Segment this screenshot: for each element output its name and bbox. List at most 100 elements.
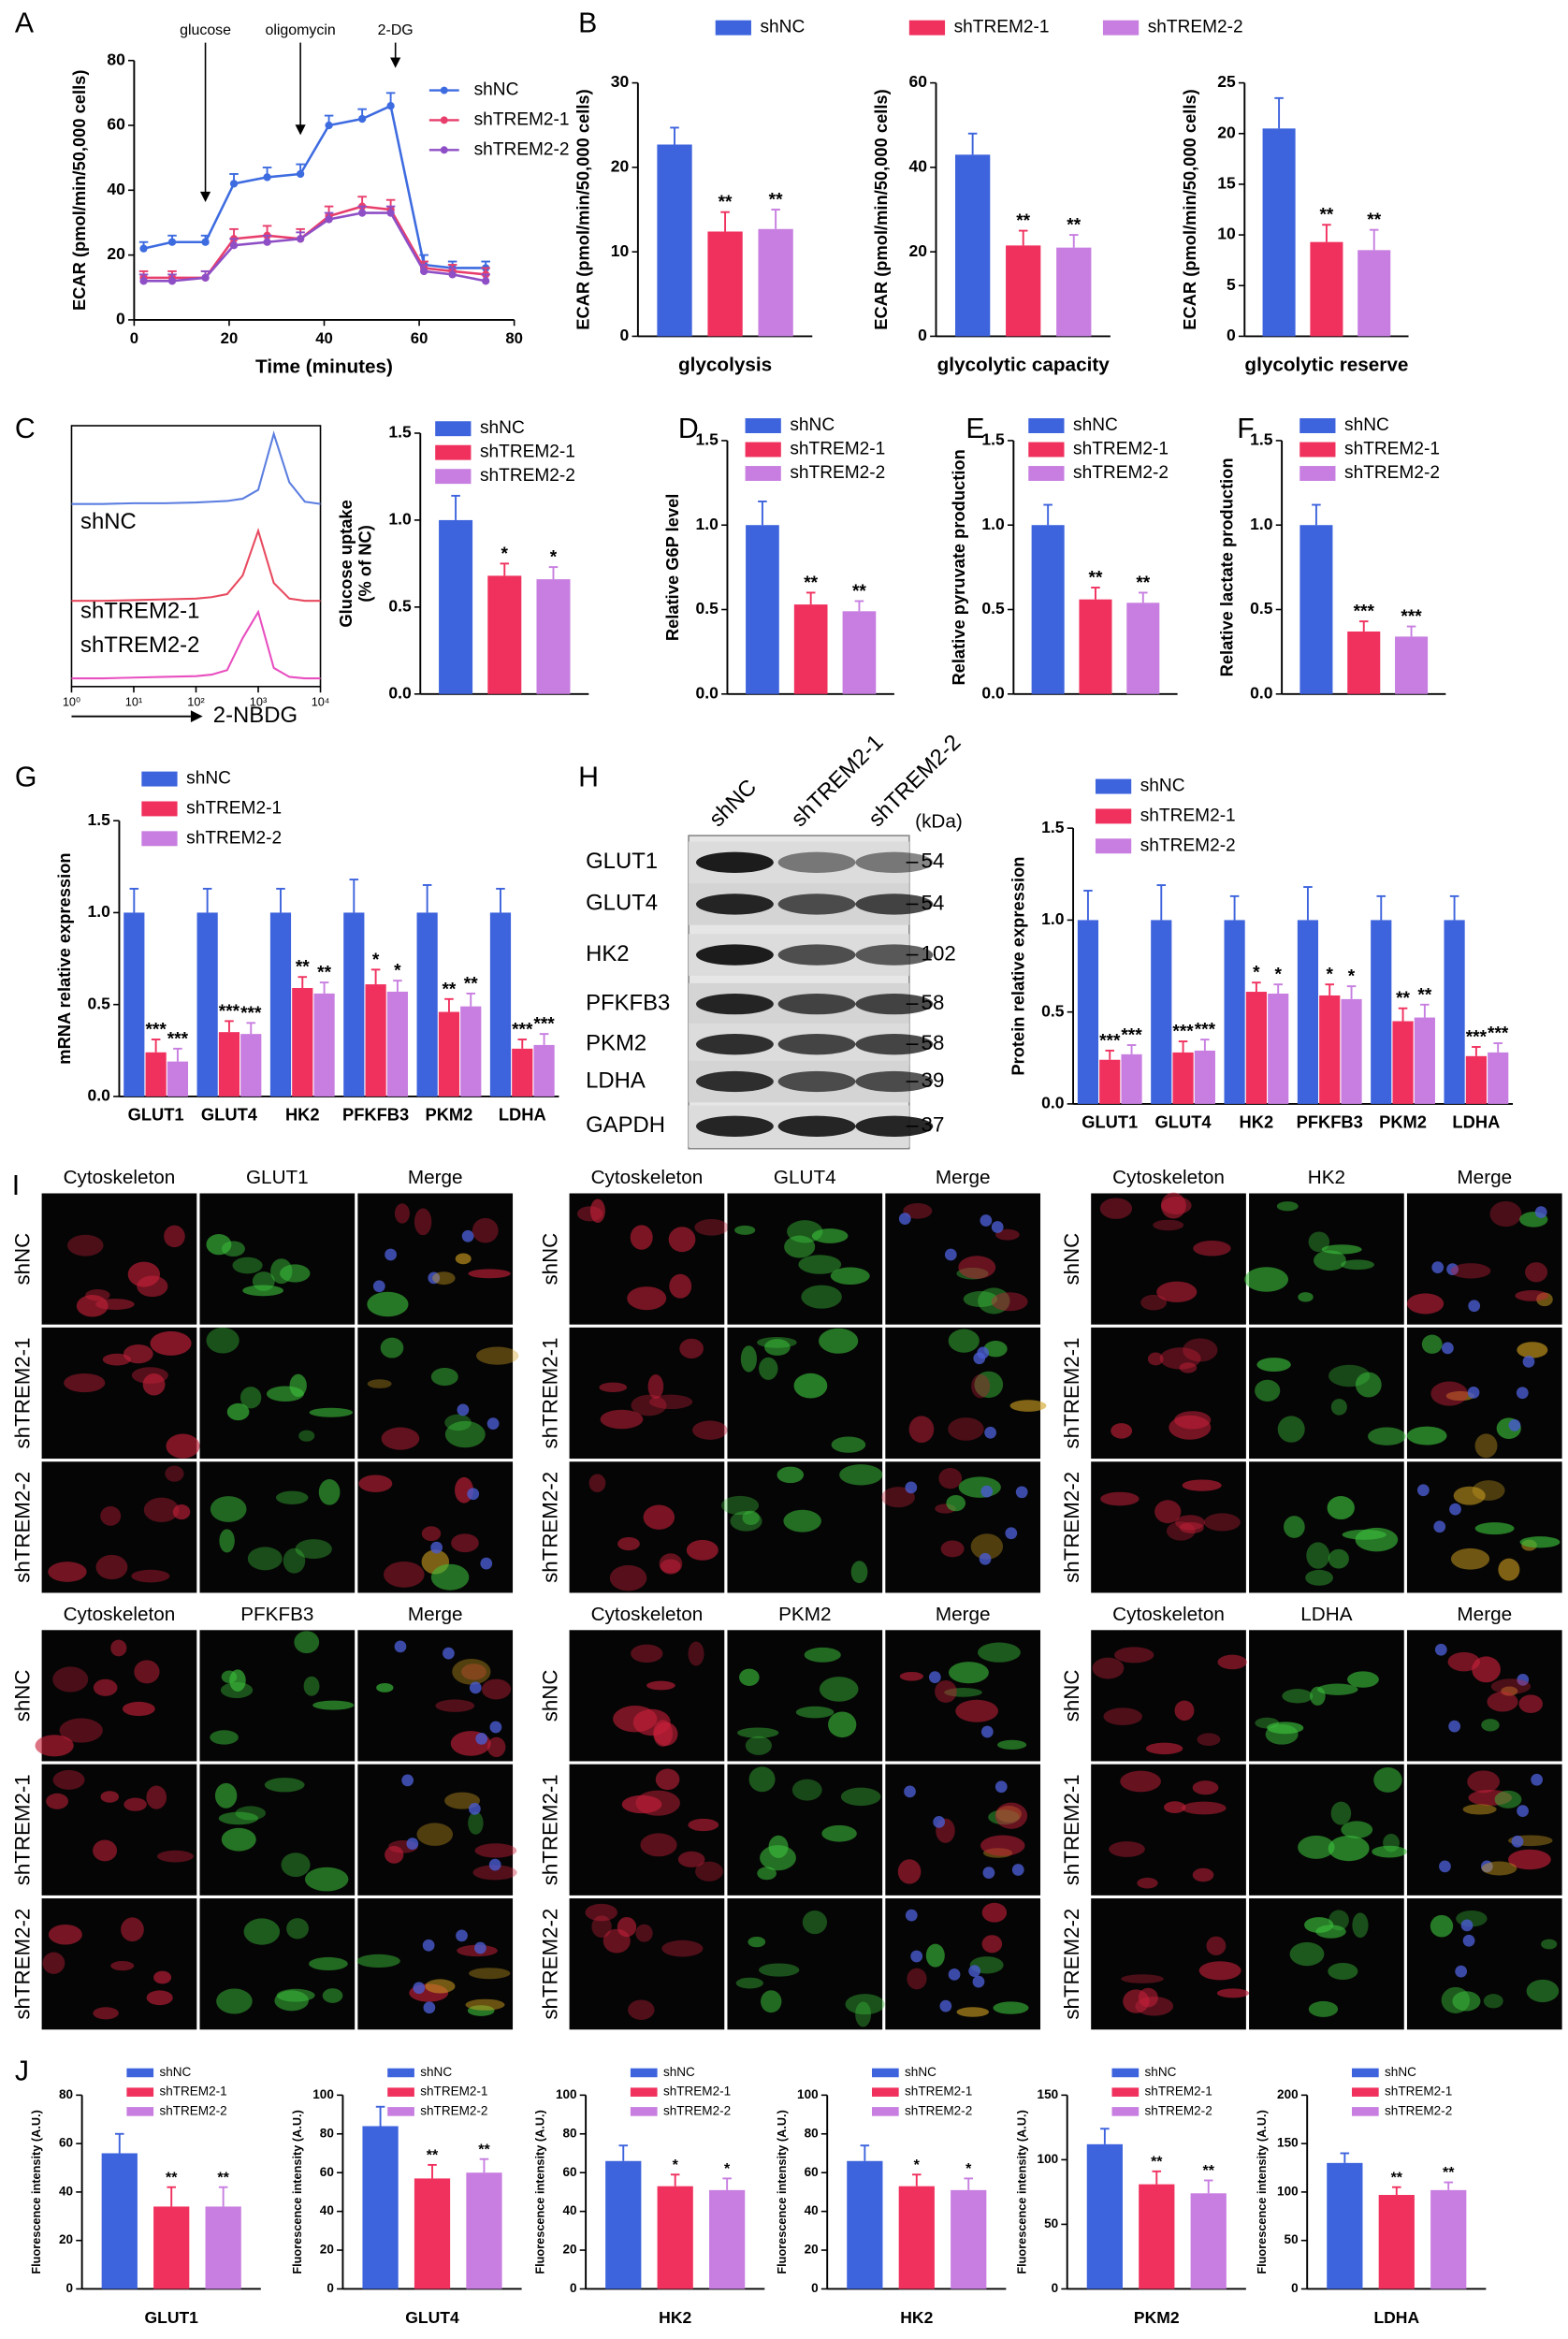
image-background xyxy=(1091,1327,1246,1460)
cell xyxy=(821,1824,857,1842)
bar xyxy=(1347,631,1381,694)
legend-swatch xyxy=(141,801,178,817)
legend-swatch xyxy=(630,2107,658,2116)
x-tick-label: 20 xyxy=(221,329,239,347)
cell xyxy=(166,1433,200,1459)
legend-swatch xyxy=(1028,442,1065,458)
bar xyxy=(101,2153,138,2289)
y-tick-label: 100 xyxy=(1038,2152,1059,2166)
cell-image xyxy=(35,1630,197,1762)
legend-label: shNC xyxy=(1140,777,1185,796)
cell xyxy=(1156,1281,1198,1303)
cell xyxy=(686,1539,719,1561)
legend-label: shNC xyxy=(905,2065,936,2079)
nucleus xyxy=(1517,1805,1529,1817)
nucleus xyxy=(413,1982,426,1995)
nucleus xyxy=(430,1541,443,1554)
cell xyxy=(958,1476,1001,1498)
cell xyxy=(219,1529,235,1553)
bar xyxy=(1395,636,1429,694)
cell xyxy=(1328,1548,1349,1569)
y-tick-label: 0.0 xyxy=(1041,1094,1065,1112)
line xyxy=(143,211,486,283)
cell xyxy=(1267,1722,1304,1735)
nucleus xyxy=(980,1214,993,1227)
cell xyxy=(757,1337,797,1348)
cell-image xyxy=(356,1898,514,2030)
cell xyxy=(1175,1515,1206,1531)
cell xyxy=(134,1660,160,1684)
cell xyxy=(1206,1936,1227,1955)
panel-label: H xyxy=(578,763,599,793)
legend-label: shTREM2-2 xyxy=(480,466,575,486)
cell xyxy=(153,1970,172,1984)
cell-image xyxy=(1249,1327,1406,1460)
bar xyxy=(1224,920,1245,1104)
legend-swatch xyxy=(435,469,472,485)
legend-label: shTREM2-2 xyxy=(1344,463,1440,483)
cell xyxy=(1328,1364,1371,1387)
bar xyxy=(414,2178,451,2289)
image-background xyxy=(569,1327,725,1460)
x-axis-label: GLUT1 xyxy=(145,2308,199,2327)
cell-image xyxy=(1406,1898,1562,2030)
x-tick-label: HK2 xyxy=(1240,1111,1274,1131)
row-label: shTREM2-1 xyxy=(1060,1774,1083,1885)
bar xyxy=(1310,241,1343,337)
x-axis-label: HK2 xyxy=(900,2308,933,2327)
significance: *** xyxy=(1354,603,1375,622)
cell xyxy=(983,1341,1008,1358)
cell xyxy=(1100,1491,1140,1506)
cell xyxy=(661,1939,704,1957)
band xyxy=(777,851,856,873)
band xyxy=(696,994,774,1015)
cell xyxy=(1306,1542,1330,1569)
cell xyxy=(635,1790,680,1816)
y-tick-label: 0.5 xyxy=(981,599,1005,617)
nucleus xyxy=(467,1488,480,1501)
nucleus xyxy=(474,1941,486,1954)
y-tick-label: 10 xyxy=(611,241,630,260)
cell xyxy=(276,1988,315,2002)
bar xyxy=(1327,2162,1363,2289)
cell xyxy=(1481,1719,1500,1732)
y-tick-label: 20 xyxy=(1217,123,1236,141)
cell xyxy=(648,1394,693,1410)
cell-image xyxy=(1406,1461,1562,1593)
x-tick-label: 10⁴ xyxy=(312,695,330,709)
bar xyxy=(709,2189,746,2289)
cell xyxy=(793,1373,828,1399)
cell xyxy=(289,1373,307,1398)
y-tick-label: 60 xyxy=(59,2136,73,2150)
cell-image xyxy=(885,1193,1041,1325)
cell-image xyxy=(1091,1327,1246,1460)
significance: ** xyxy=(1136,574,1150,593)
legend-label: shNC xyxy=(663,2065,695,2079)
cell xyxy=(908,1416,935,1444)
cell-image xyxy=(357,1193,514,1325)
panel-label: A xyxy=(15,7,35,38)
y-axis-label: Relative G6P level xyxy=(662,494,682,641)
bar xyxy=(1488,1052,1509,1104)
y-tick-label: 1.0 xyxy=(388,510,412,529)
cell xyxy=(206,1327,240,1354)
cell xyxy=(948,1329,980,1353)
y-tick-label: 50 xyxy=(1044,2216,1058,2230)
column-header: Cytoskeleton xyxy=(591,1604,704,1625)
x-axis-label: PKM2 xyxy=(1134,2308,1180,2327)
nucleus xyxy=(1431,1261,1445,1273)
nucleus xyxy=(1011,1864,1024,1876)
bar xyxy=(153,2206,190,2289)
band xyxy=(777,994,856,1015)
cell xyxy=(1183,1338,1218,1362)
cell xyxy=(164,1225,185,1248)
cell xyxy=(938,1468,963,1489)
bar xyxy=(533,1044,555,1097)
cell xyxy=(981,1935,1003,1954)
cell xyxy=(469,1968,511,1980)
row-label: shTREM2-2 xyxy=(538,1909,561,2020)
bar xyxy=(1079,599,1112,694)
cell xyxy=(100,1791,120,1803)
nucleus xyxy=(1416,1484,1430,1497)
cell-image xyxy=(720,1461,883,1593)
